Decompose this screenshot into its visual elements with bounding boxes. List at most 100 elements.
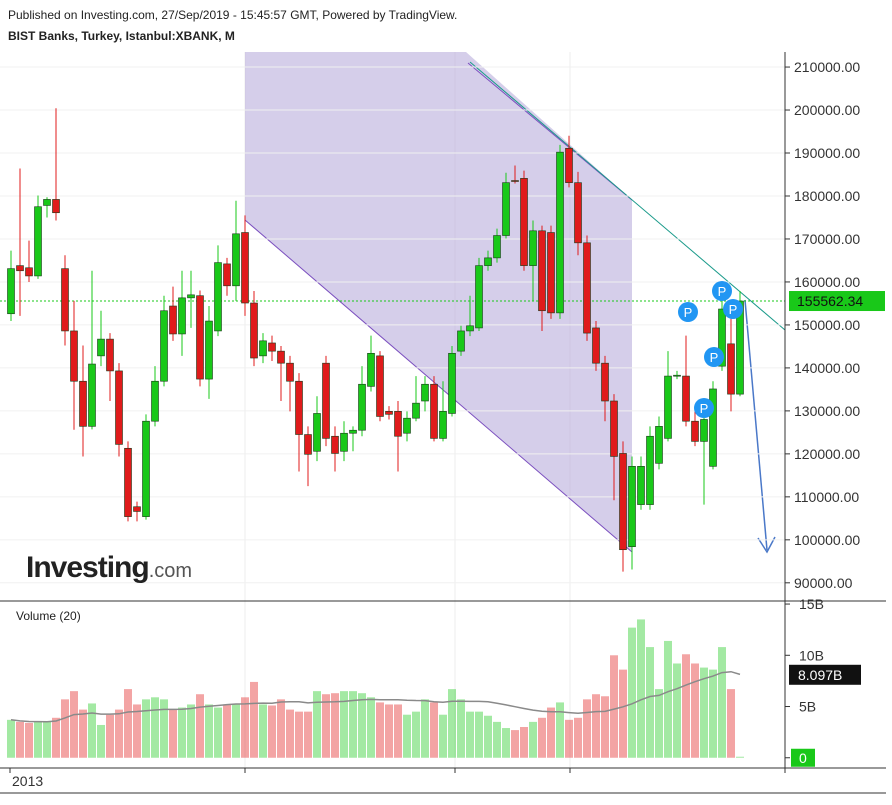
volume-bar	[34, 721, 42, 758]
y-tick-label: 190000.00	[794, 145, 860, 161]
y-tick-label: 15B	[799, 596, 824, 612]
candle-body	[385, 411, 393, 415]
y-tick-label: 160000.00	[794, 274, 860, 290]
volume-bar	[106, 714, 114, 758]
candle-body	[619, 453, 627, 551]
volume-bar	[673, 663, 681, 758]
logo-name: Investing	[26, 551, 149, 584]
y-tick-label: 200000.00	[794, 102, 860, 118]
y-tick-label: 210000.00	[794, 59, 860, 75]
volume-bar	[304, 711, 312, 758]
volume-bar	[709, 669, 717, 758]
candle-body	[151, 380, 159, 422]
volume-bar	[241, 697, 249, 758]
candle-body	[556, 151, 564, 314]
volume-bar	[88, 703, 96, 758]
volume-bar	[556, 702, 564, 758]
candle-body	[70, 330, 78, 382]
volume-bar	[124, 689, 132, 758]
candle-body	[349, 429, 357, 434]
y-tick-label: 0	[799, 750, 807, 766]
marker-label: P	[700, 401, 709, 416]
candle-body	[646, 435, 654, 505]
candle-body	[106, 338, 114, 372]
candle-body	[124, 447, 132, 517]
price-tag	[791, 748, 815, 767]
chart-title: BIST Banks, Turkey, Istanbul:XBANK, M	[8, 29, 235, 43]
volume-bar	[133, 704, 141, 758]
candle-body	[475, 265, 483, 329]
volume-bar	[547, 707, 555, 758]
volume-bar	[718, 647, 726, 758]
volume-bar	[187, 704, 195, 758]
volume-bar	[682, 654, 690, 758]
price-tag-label: 155562.34	[797, 293, 863, 309]
volume-bar	[655, 689, 663, 758]
volume-bar	[484, 715, 492, 758]
volume-bar	[295, 711, 303, 758]
volume-bar	[349, 691, 357, 758]
candle-body	[583, 242, 591, 334]
candle-body	[655, 426, 663, 464]
marker	[678, 302, 698, 322]
logo: Investing.com	[26, 551, 192, 584]
volume-bar	[466, 711, 474, 758]
candle-body	[610, 400, 618, 457]
candle-body	[637, 466, 645, 505]
volume-bar	[142, 699, 150, 758]
candle-body	[430, 383, 438, 439]
candle-body	[142, 420, 150, 517]
candle-body	[286, 362, 294, 382]
volume-ma	[10, 670, 741, 723]
volume-bar	[592, 694, 600, 758]
candle-body	[43, 199, 51, 206]
candle-body	[367, 352, 375, 387]
y-tick-label: 110000.00	[794, 489, 859, 505]
y-tick-label: 5B	[799, 699, 816, 715]
y-tick-label: 100000.00	[794, 532, 860, 548]
logo-suffix: .com	[149, 560, 192, 582]
candle-body	[133, 506, 141, 512]
volume-bar	[565, 719, 573, 758]
volume-bar	[727, 689, 735, 758]
forecast-arrow-head	[757, 536, 776, 554]
volume-bar	[583, 699, 591, 758]
volume-bar	[178, 707, 186, 758]
volume-bar	[268, 705, 276, 758]
volume-bar	[403, 714, 411, 758]
volume-bar	[610, 655, 618, 758]
volume-bar	[340, 691, 348, 758]
volume-bar	[25, 722, 33, 758]
candle-body	[331, 435, 339, 454]
volume-bar	[16, 721, 24, 758]
volume-bar	[79, 709, 87, 758]
candle-body	[313, 413, 321, 452]
volume-bar	[520, 727, 528, 758]
marker	[704, 347, 724, 367]
volume-bar	[664, 640, 672, 758]
volume-bar	[700, 667, 708, 758]
volume-bar	[511, 730, 519, 758]
candle-body	[34, 206, 42, 277]
candle-body	[169, 305, 177, 335]
candle-body	[565, 147, 573, 183]
candle-body	[187, 294, 195, 299]
marker-label: P	[729, 302, 738, 317]
volume-bar	[97, 724, 105, 758]
volume-bar	[439, 714, 447, 758]
volume-bar	[61, 699, 69, 758]
candle-body	[97, 338, 105, 357]
y-tick-label: 170000.00	[794, 231, 860, 247]
candle-body	[421, 383, 429, 402]
volume-bar	[637, 619, 645, 758]
volume-bar	[223, 704, 231, 758]
volume-bar	[421, 699, 429, 758]
marker-label: P	[710, 350, 719, 365]
candle-body	[304, 434, 312, 455]
price-tag	[789, 291, 885, 312]
candle-body	[511, 180, 519, 182]
volume-bar	[322, 694, 330, 758]
candle-body	[592, 327, 600, 364]
candle-body	[232, 233, 240, 287]
volume-bar	[736, 756, 744, 758]
